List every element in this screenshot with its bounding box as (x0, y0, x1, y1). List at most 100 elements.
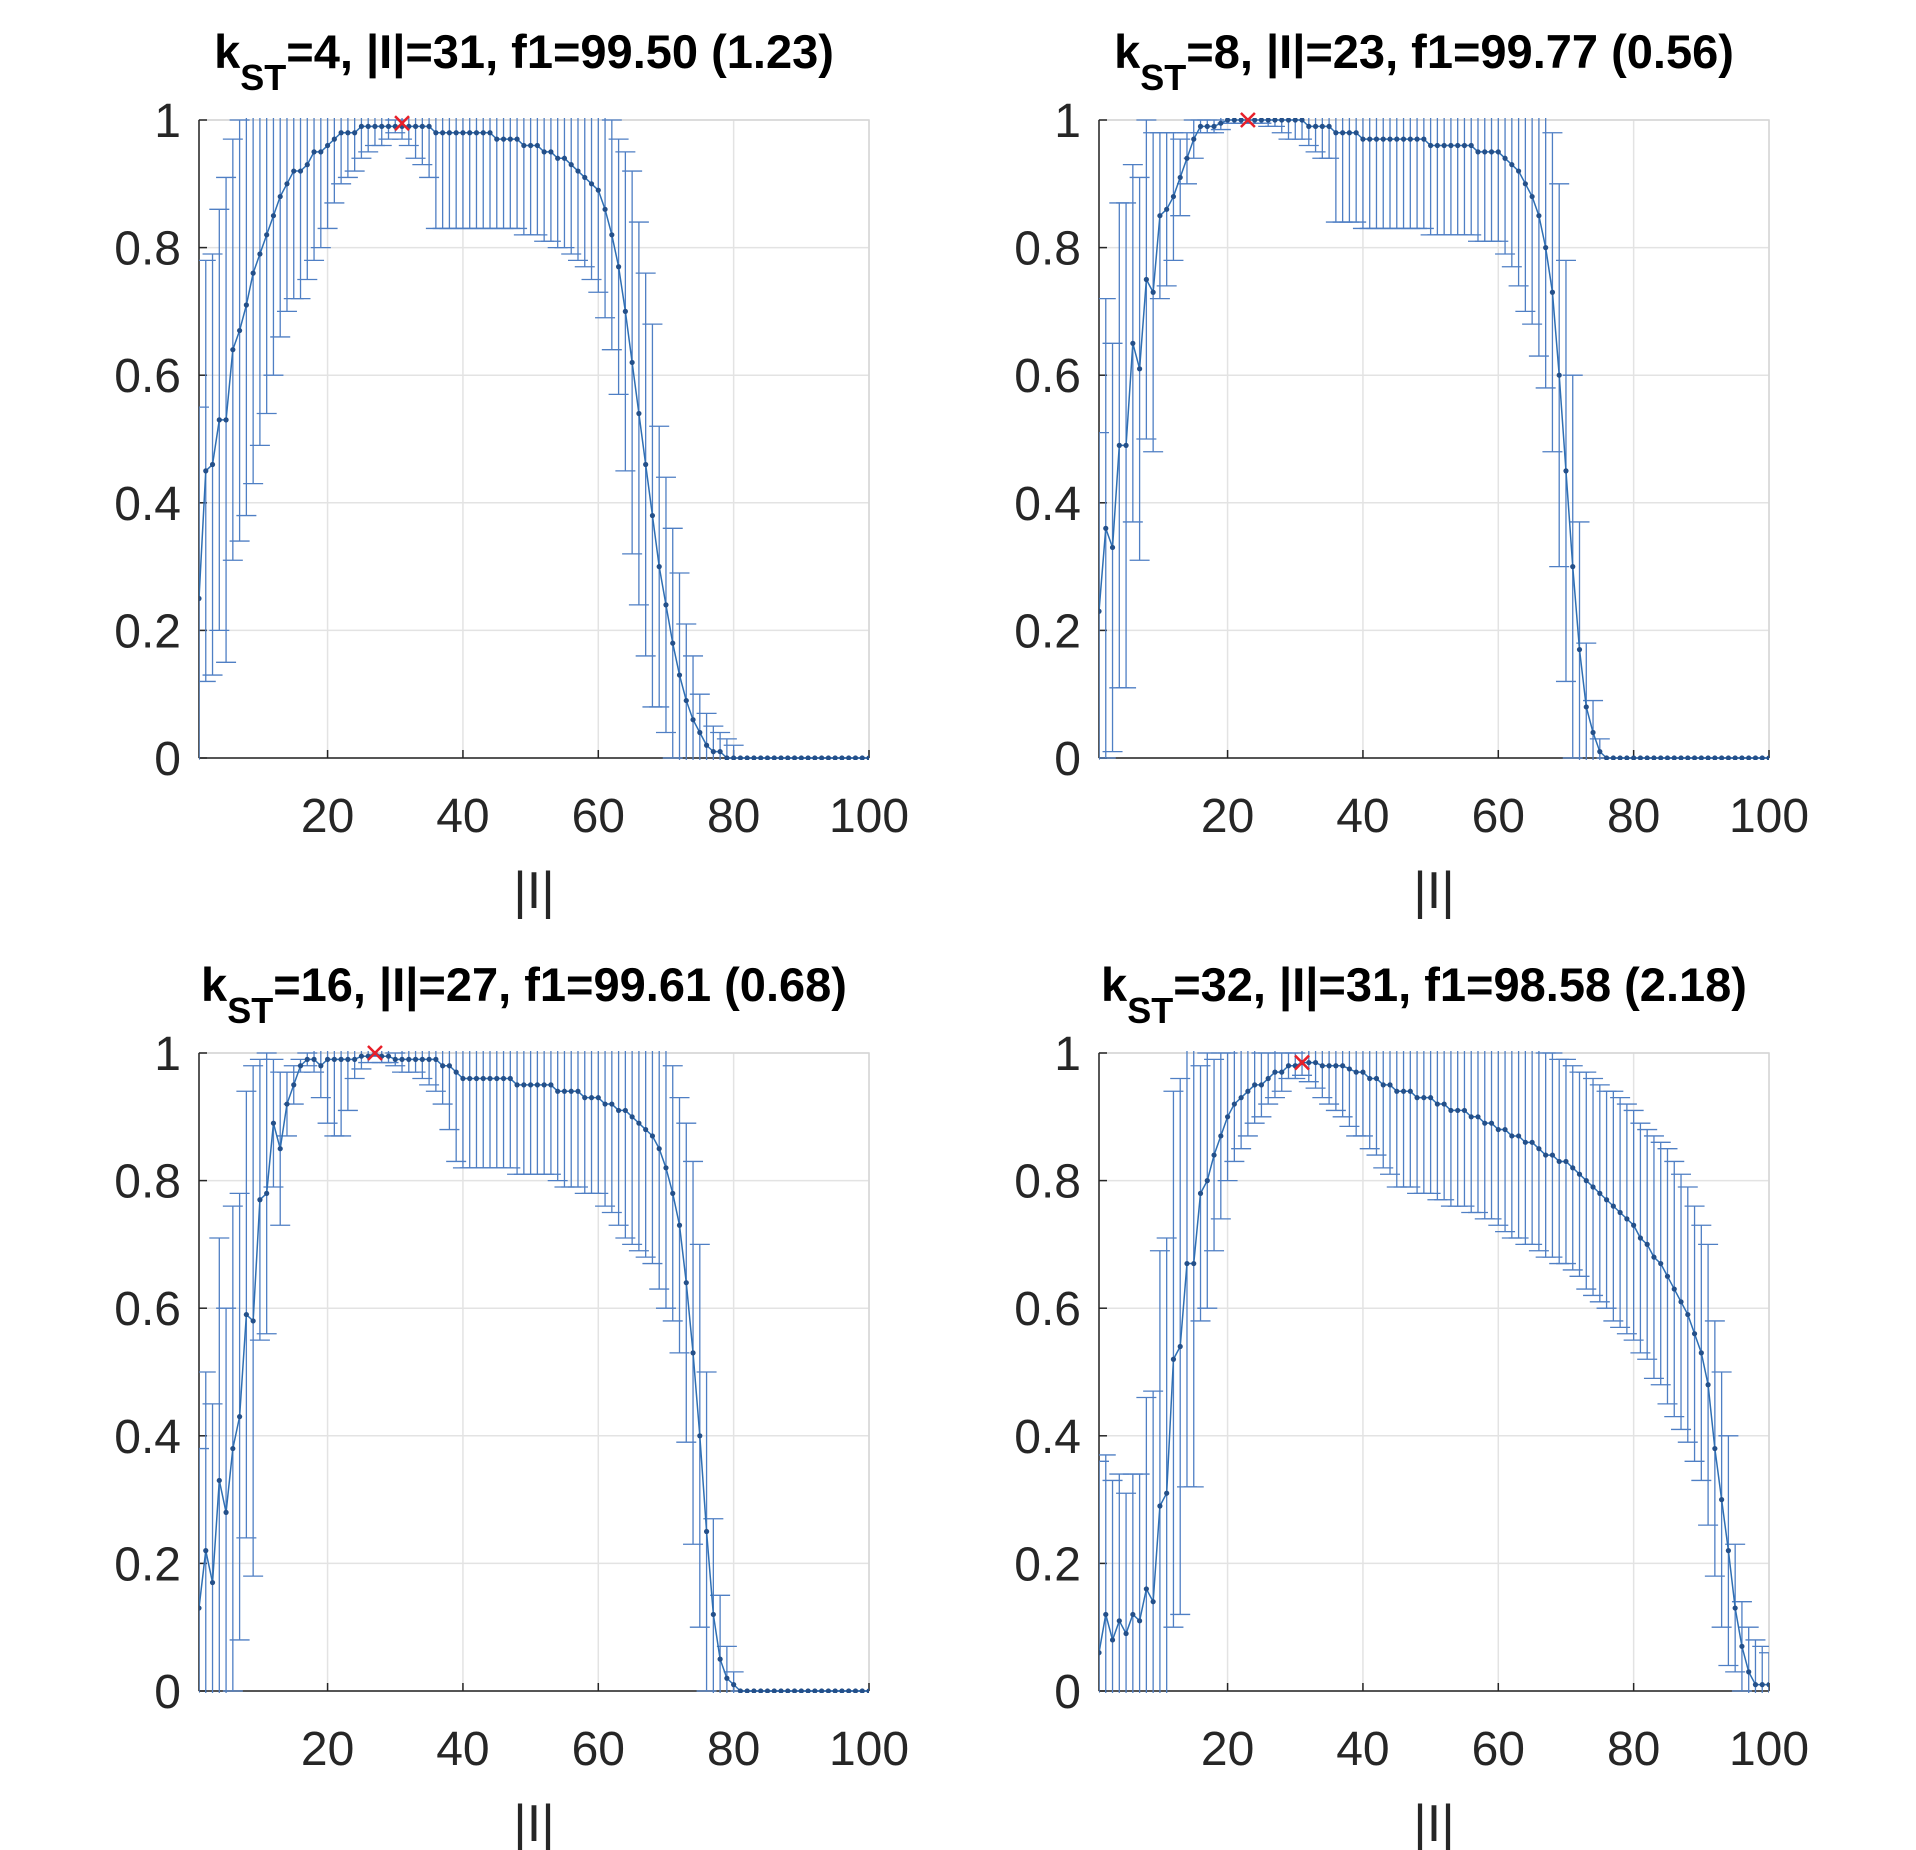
data-point (250, 1318, 256, 1324)
title-main: k (201, 958, 228, 1011)
y-tick-label: 0.2 (1014, 605, 1081, 658)
x-tick-label: 40 (1336, 790, 1389, 843)
data-point (866, 1688, 869, 1693)
data-point (1238, 1095, 1244, 1101)
data-point (1258, 1082, 1265, 1088)
data-point (1468, 1114, 1474, 1120)
data-point (1455, 142, 1461, 149)
x-tick-label: 20 (1201, 790, 1254, 843)
data-point (548, 149, 554, 155)
data-point (649, 512, 656, 519)
data-point (710, 749, 716, 755)
data-point (1719, 755, 1725, 760)
data-point (203, 1548, 209, 1554)
data-point (1664, 755, 1671, 760)
data-point (1543, 1152, 1549, 1158)
data-point (1482, 149, 1488, 155)
data-point (1603, 755, 1610, 760)
data-point (778, 755, 784, 760)
data-point (1515, 1133, 1522, 1139)
data-point (568, 162, 574, 168)
data-point (1468, 142, 1474, 149)
data-point (737, 755, 744, 760)
data-point (345, 1056, 351, 1062)
data-point (832, 755, 838, 760)
data-point (812, 755, 818, 760)
title-subscript: ST (1140, 57, 1186, 98)
data-point (473, 130, 480, 136)
data-point (331, 136, 337, 142)
data-point (595, 187, 601, 193)
data-point (216, 417, 222, 423)
data-point (1671, 1286, 1677, 1292)
title-subscript: ST (1127, 990, 1173, 1031)
y-tick-label: 0.8 (114, 1156, 181, 1209)
data-point (798, 755, 804, 760)
data-point (264, 1190, 270, 1196)
subplot-title: kST=8, |I|=23, f1=99.77 (0.56) (1114, 25, 1734, 98)
x-tick-label: 100 (829, 1723, 909, 1776)
data-point (866, 755, 869, 760)
data-point (352, 1056, 358, 1062)
data-point (1252, 1082, 1258, 1088)
data-point (1529, 193, 1535, 200)
x-axis-label: |I| (1413, 862, 1454, 920)
data-point (541, 1082, 547, 1088)
data-point (291, 168, 297, 174)
data-point (1617, 1209, 1623, 1216)
data-point (1719, 1497, 1725, 1503)
data-point (1685, 755, 1691, 760)
data-point (1312, 1059, 1319, 1066)
data-point (1394, 136, 1400, 142)
data-point (1576, 646, 1583, 653)
data-point (1637, 755, 1644, 760)
data-point (1441, 142, 1447, 149)
data-point (331, 1056, 337, 1062)
data-point (1603, 1197, 1610, 1203)
data-point (1312, 123, 1319, 129)
data-point (1502, 1126, 1508, 1133)
data-point (1258, 118, 1265, 123)
data-point (473, 1075, 480, 1082)
y-tick-label: 1 (154, 1028, 181, 1081)
x-tick-label: 80 (707, 1723, 760, 1776)
data-point (1549, 1152, 1556, 1158)
data-point (528, 142, 534, 149)
data-point (832, 1688, 838, 1693)
data-point (203, 468, 209, 474)
data-point (1543, 245, 1549, 251)
data-point (426, 123, 432, 129)
data-point (697, 1433, 703, 1439)
data-point (1099, 1650, 1102, 1656)
data-point (1644, 755, 1650, 760)
data-point (385, 1053, 392, 1059)
data-point (561, 155, 568, 161)
data-point (588, 1095, 595, 1101)
data-point (277, 193, 283, 200)
data-point (372, 123, 378, 129)
data-point (819, 755, 825, 760)
data-point (1624, 755, 1630, 760)
data-point (1475, 149, 1481, 155)
data-point (460, 1075, 466, 1082)
data-point (521, 1082, 527, 1088)
data-point (1157, 1503, 1163, 1509)
data-point (494, 136, 500, 142)
data-point (1441, 1101, 1447, 1107)
data-point (1658, 1260, 1664, 1267)
data-point (1346, 130, 1353, 136)
data-point (1563, 1158, 1569, 1165)
y-tick-label: 0.8 (1014, 1156, 1081, 1209)
data-point (1299, 118, 1305, 123)
data-point (507, 136, 513, 142)
axes-box (198, 1052, 870, 1692)
data-point (1400, 136, 1407, 142)
data-point (1725, 1548, 1731, 1554)
data-point (859, 1688, 865, 1693)
data-point (703, 742, 710, 748)
data-point (656, 564, 662, 570)
data-point (399, 1056, 405, 1062)
data-point (663, 1165, 669, 1171)
